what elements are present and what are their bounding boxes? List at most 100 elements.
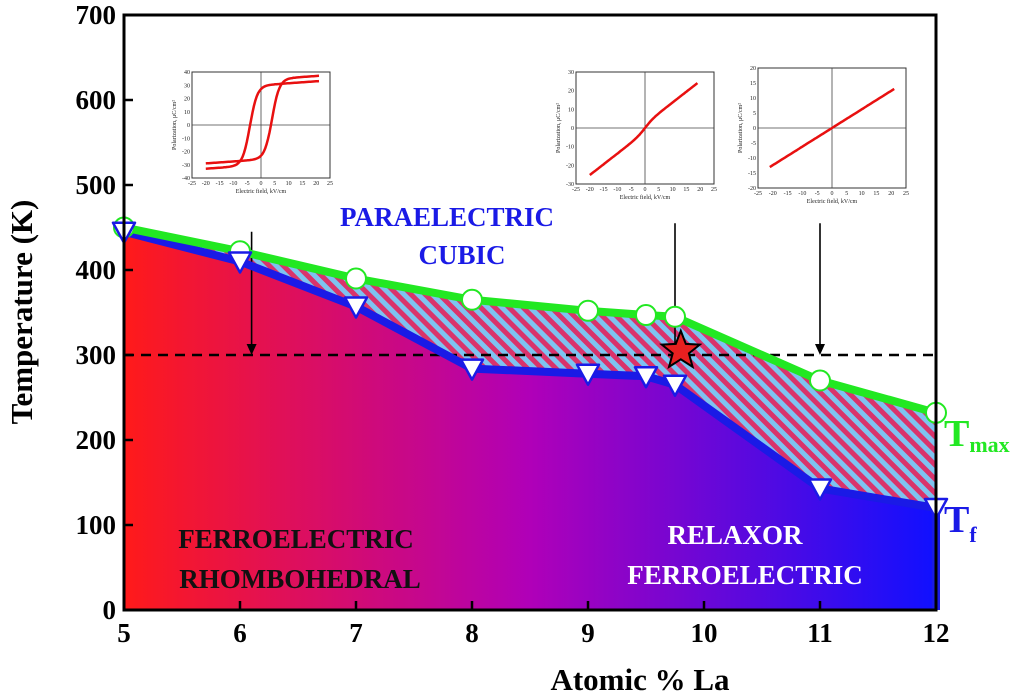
x-tick-label: 7 — [349, 618, 363, 648]
x-axis-title: Atomic % La — [550, 662, 730, 697]
tf-point — [343, 296, 369, 319]
inset-y-tick-label: -20 — [566, 163, 574, 169]
inset-y-tick-label: -20 — [182, 150, 190, 156]
star-marker — [659, 327, 703, 370]
y-tick-label: 500 — [76, 170, 117, 200]
inset-x-tick-label: 20 — [697, 187, 703, 193]
y-tick-label: 100 — [76, 510, 117, 540]
inset-x-tick-label: 25 — [711, 187, 717, 193]
region-relaxor-line1: RELAXOR — [667, 520, 803, 550]
inset-y-tick-label: -15 — [748, 171, 756, 177]
arrow-head-3 — [815, 344, 825, 355]
inset-y-tick-label: 20 — [750, 66, 756, 72]
inset-x-label: Electric field, kV/cm — [620, 194, 671, 201]
inset-y-tick-label: -30 — [182, 163, 190, 169]
inset-x-tick-label: 25 — [903, 191, 909, 197]
inset-x-tick-label: 5 — [273, 181, 276, 187]
region-ferroelectric-line1: FERROELECTRIC — [178, 524, 414, 554]
inset-y-tick-label: 40 — [184, 70, 190, 76]
x-axis-ticks: 5 6 7 8 9 10 11 12 — [117, 601, 950, 648]
tmax-point — [664, 305, 686, 328]
x-tick-label: 8 — [465, 618, 479, 648]
tmax-point — [809, 369, 831, 392]
region-paraelectric-line1: PARAELECTRIC — [340, 202, 554, 232]
x-tick-label: 6 — [233, 618, 247, 648]
inset-x-tick-label: 20 — [888, 191, 894, 197]
inset-y-tick-label: 20 — [568, 89, 574, 95]
tf-point — [662, 374, 688, 397]
inset-y-tick-label: -20 — [748, 186, 756, 192]
inset-y-tick-label: -40 — [182, 176, 190, 182]
inset-loop-up — [205, 74, 320, 165]
inset-y-tick-label: 10 — [184, 110, 190, 116]
inset-x-tick-label: -25 — [754, 191, 762, 197]
y-tick-label: 300 — [76, 340, 117, 370]
tmax-point — [461, 288, 483, 311]
x-tick-label: 9 — [581, 618, 595, 648]
x-tick-label: 5 — [117, 618, 131, 648]
inset-x-tick-label: 10 — [859, 191, 865, 197]
inset-x-tick-label: 15 — [683, 187, 689, 193]
plot-frame — [122, 13, 938, 612]
inset-x-tick-label: 10 — [670, 187, 676, 193]
inset-x-tick-label: 0 — [831, 191, 834, 197]
inset-x-label: Electric field, kV/cm — [807, 198, 858, 205]
inset-x-tick-label: 0 — [260, 181, 263, 187]
inset-slim-loop: -25 -20 -15 -10 -5 0 5 10 15 20 25 -30 -20 -10 0 10 20 30… — [556, 70, 717, 201]
tf-point — [807, 478, 833, 501]
inset-linear: -25 -20 -15 -10 -5 0 5 10 15 20 25-20-15-10-505101… — [738, 66, 909, 205]
inset-x-tick-label: 15 — [873, 191, 879, 197]
inset-x-tick-label: 5 — [657, 187, 660, 193]
inset-linear-curve — [769, 87, 895, 169]
arrow-head-1 — [246, 344, 257, 355]
ferroelectric-relaxor-region — [124, 231, 936, 610]
y-axis-title: Temperature (K) — [4, 200, 39, 425]
inset-hysteresis-loop: -25 -20 -15 -10 -5 0 5 10 15 20 25 -40 -30 -20 -10 0 10 2… — [172, 70, 333, 195]
inset-x-tick-label: 20 — [313, 181, 319, 187]
inset-x-tick-label: -10 — [229, 181, 237, 187]
inset-y-label: Polarization, μC/cm² — [172, 100, 178, 150]
inset-y-tick-label: -5 — [751, 141, 756, 147]
tmax-point — [635, 304, 657, 327]
inset-x-tick-label: -25 — [572, 187, 580, 193]
inset-y-tick-label: 0 — [187, 123, 190, 129]
y-tick-label: 600 — [76, 85, 117, 115]
tmax-point — [345, 267, 367, 290]
inset-y-tick-label: 0 — [571, 126, 574, 132]
region-relaxor-line2: FERROELECTRIC — [627, 560, 863, 590]
y-tick-label: 200 — [76, 425, 117, 455]
inset-y-tick-label: 10 — [568, 107, 574, 113]
region-ferroelectric-line2: RHOMBOHEDRAL — [179, 564, 421, 594]
inset-x-tick-label: -25 — [188, 181, 196, 187]
inset-x-tick-label: -10 — [798, 191, 806, 197]
inset-x-tick-label: 10 — [286, 181, 292, 187]
inset-x-tick-label: -15 — [216, 181, 224, 187]
inset-y-tick-label: 5 — [753, 111, 756, 117]
inset-y-tick-label: 15 — [750, 81, 756, 87]
x-tick-label: 11 — [807, 618, 833, 648]
inset-y-tick-label: 30 — [568, 70, 574, 76]
inset-y-tick-label: -10 — [182, 136, 190, 142]
inset-x-tick-label: 25 — [327, 181, 333, 187]
inset-slim-curve — [589, 82, 699, 176]
series-label-tf: Tf — [944, 499, 977, 547]
tf-point — [227, 251, 253, 274]
inset-x-tick-label: 5 — [845, 191, 848, 197]
inset-x-tick-label: -20 — [202, 181, 210, 187]
series-label-tmax: Tmax — [944, 413, 1010, 457]
inset-y-tick-label: -10 — [748, 156, 756, 162]
inset-x-tick-label: -5 — [629, 187, 634, 193]
y-axis-ticks: 0 100 200 300 400 500 600 700 — [76, 0, 133, 625]
inset-y-label: Polarization, μC/cm² — [738, 103, 744, 153]
inset-y-tick-label: -10 — [566, 145, 574, 151]
inset-y-tick-label: 30 — [184, 83, 190, 89]
y-tick-label: 400 — [76, 255, 117, 285]
inset-y-tick-label: 10 — [750, 96, 756, 102]
tf-point — [633, 366, 659, 389]
y-tick-label: 0 — [103, 595, 117, 625]
inset-x-tick-label: -5 — [815, 191, 820, 197]
inset-x-label: Electric field, kV/cm — [236, 188, 287, 195]
inset-y-tick-label: 20 — [184, 97, 190, 103]
inset-x-tick-label: -20 — [586, 187, 594, 193]
